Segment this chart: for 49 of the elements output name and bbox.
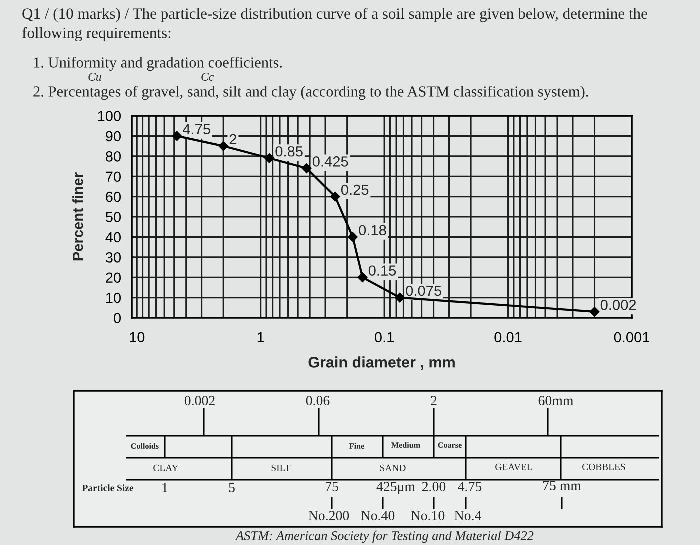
x-tick-label: 0.001 <box>614 332 650 343</box>
text: 2 <box>431 396 437 406</box>
annotation: 0.15 <box>368 266 396 276</box>
text: 1 <box>162 483 168 492</box>
text: 4.75 <box>458 482 482 492</box>
y-tick-label: 60 <box>106 192 122 202</box>
text: No.40 <box>361 511 395 521</box>
x-tick-label: 1 <box>258 332 264 342</box>
text: Particle Size <box>82 484 134 492</box>
annotation: 0.85 <box>276 146 303 157</box>
text: 2. Percentages of gravel, sand, silt and clay (according to the ASTM classification system). <box>34 86 588 100</box>
text: No.10 <box>411 511 445 521</box>
annotation: 0.18 <box>359 225 386 236</box>
x-axis-title: Grain diameter , mm <box>308 356 455 370</box>
text: 0.002 <box>184 396 215 406</box>
y-tick-label: 100 <box>98 111 122 122</box>
y-axis-title: Percent finer <box>72 172 84 261</box>
text: 75 mm <box>543 481 582 490</box>
y-tick-label: 30 <box>106 252 122 263</box>
chart-title: Q1 / (10 marks) / The particle-size distribution curve of a soil sample are given below, determine the following requirements: <box>22 8 648 42</box>
annotation: 0.002 <box>600 300 636 310</box>
annotation: 0.25 <box>341 184 369 196</box>
x-tick-label: 0.1 <box>374 332 394 343</box>
text: Cu <box>88 73 102 81</box>
text: 425μm <box>376 482 416 494</box>
text: 75 <box>326 482 338 492</box>
text: 60mm <box>538 396 574 406</box>
annotation: 0.425 <box>312 156 348 167</box>
y-tick-label: 70 <box>106 172 122 182</box>
x-tick-label: 0.01 <box>494 332 522 343</box>
text: No.200 <box>308 511 350 521</box>
y-tick-label: 40 <box>106 232 122 243</box>
text: No.4 <box>454 511 482 521</box>
annotation: 4.75 <box>183 124 210 135</box>
text: ASTM: American Society for Testing and Material D422 <box>235 530 534 544</box>
y-tick-label: 0 <box>114 313 122 324</box>
y-tick-label: 10 <box>106 292 122 304</box>
y-tick-label: 80 <box>106 152 122 162</box>
text: 5 <box>229 483 235 492</box>
annotation: 0.075 <box>406 286 442 296</box>
y-tick-label: 20 <box>106 272 122 284</box>
y-tick-label: 50 <box>106 212 122 222</box>
x-tick-label: 10 <box>130 332 145 343</box>
annotation: 2 <box>230 134 237 145</box>
text: 1. Uniformity and gradation coefficients. <box>34 56 282 72</box>
text: 2.00 <box>422 482 446 492</box>
text: Cc <box>202 73 214 81</box>
y-tick-label: 90 <box>106 131 122 142</box>
text: 0.06 <box>306 396 330 406</box>
